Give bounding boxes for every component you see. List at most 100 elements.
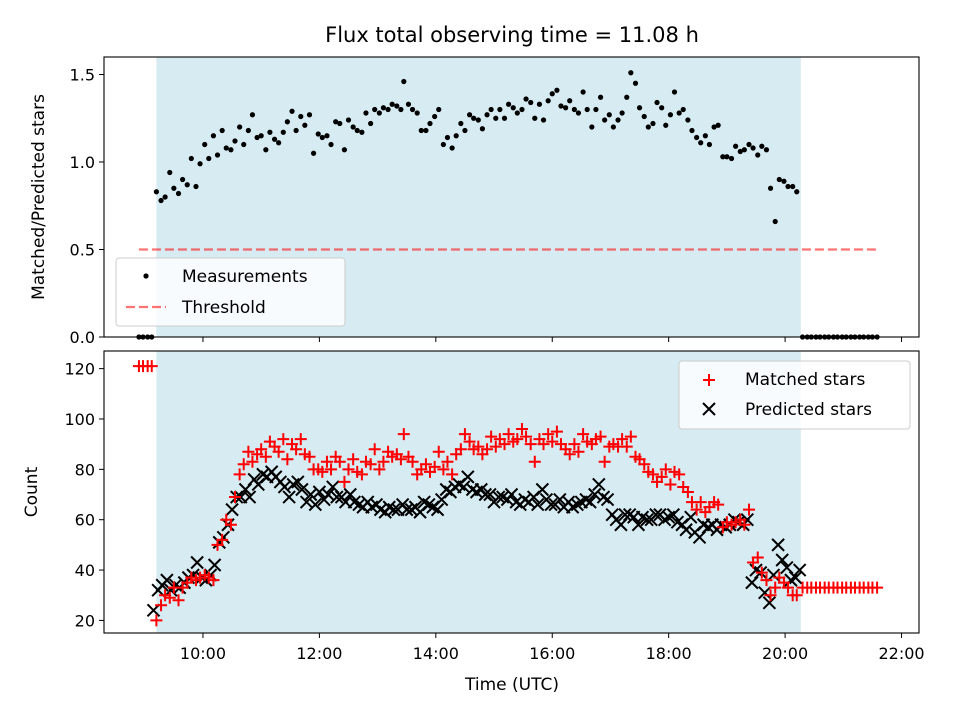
measurement-point xyxy=(372,106,378,113)
matched-star-marker xyxy=(316,465,329,478)
measurement-point xyxy=(488,106,494,113)
measurement-point xyxy=(759,143,765,149)
predicted-star-marker xyxy=(553,492,567,507)
predicted-star-marker xyxy=(792,563,807,577)
top-x-ticks xyxy=(202,337,903,342)
measurement-point xyxy=(523,96,529,102)
matched-star-marker xyxy=(233,468,246,481)
measurement-point xyxy=(694,134,700,141)
matched-star-marker xyxy=(377,455,390,468)
matched-star-marker xyxy=(542,428,555,441)
predicted-star-marker xyxy=(530,497,545,512)
measurement-point xyxy=(497,106,503,113)
measurement-point xyxy=(197,161,203,167)
legend-predicted-marker xyxy=(702,402,716,416)
matched-star-marker xyxy=(242,445,255,458)
matched-star-marker xyxy=(871,581,884,594)
measurement-point xyxy=(767,185,774,191)
matched-star-marker xyxy=(485,430,498,443)
legend-predicted-label: Predicted stars xyxy=(745,400,872,420)
measurement-point xyxy=(345,117,352,123)
measurement-point xyxy=(449,145,455,151)
top-y-tick-label: 1.0 xyxy=(70,153,95,172)
matched-star-marker xyxy=(563,448,576,461)
predicted-star-marker xyxy=(321,487,335,502)
matched-star-marker xyxy=(145,360,158,373)
measurement-point xyxy=(615,117,621,123)
matched-star-marker xyxy=(290,443,303,456)
measurement-point xyxy=(319,134,325,141)
measurement-point xyxy=(363,110,369,116)
measurement-point xyxy=(571,106,577,113)
measurement-point xyxy=(245,127,251,134)
bottom-y-axis-label: Count xyxy=(22,466,42,517)
measurement-point xyxy=(223,145,229,151)
top-y-axis-label: Matched/Predicted stars xyxy=(29,94,49,300)
matched-star-marker xyxy=(454,443,467,456)
measurement-point xyxy=(479,126,485,132)
measurement-point xyxy=(337,120,343,127)
legend-matched-label: Matched stars xyxy=(745,370,865,390)
predicted-star-marker xyxy=(225,502,239,517)
predicted-star-marker xyxy=(430,502,445,517)
matched-star-marker xyxy=(342,463,355,476)
predicted-star-marker xyxy=(160,573,174,587)
bottom-y-axis: 20 40 60 80 100 120 xyxy=(64,360,104,630)
matched-star-marker xyxy=(524,438,537,451)
measurement-point xyxy=(724,154,730,160)
measurement-point xyxy=(685,117,691,123)
matched-star-marker xyxy=(568,438,581,451)
x-tick-label: 20:00 xyxy=(762,644,808,663)
matched-star-marker xyxy=(751,551,764,564)
measurement-point xyxy=(376,110,382,116)
measurement-point xyxy=(790,183,796,190)
matched-star-marker xyxy=(694,496,707,509)
matched-star-marker xyxy=(281,453,294,466)
matched-star-marker xyxy=(172,594,185,607)
matched-star-marker xyxy=(303,450,316,463)
matched-star-marker xyxy=(769,581,782,594)
predicted-star-marker xyxy=(766,568,781,582)
measurement-point xyxy=(184,182,190,188)
predicted-star-marker xyxy=(400,502,414,517)
matched-star-marker xyxy=(150,614,163,627)
predicted-star-marker xyxy=(640,512,654,527)
measurement-point xyxy=(324,133,330,139)
matched-star-marker xyxy=(577,428,590,441)
x-tick-label: 10:00 xyxy=(180,644,226,663)
measurement-point xyxy=(680,106,686,113)
top-panel: 0.0 0.5 1.0 1.5 Matched/Predicted stars Mea… xyxy=(29,56,920,347)
predicted-star-marker xyxy=(544,497,558,512)
measurement-point xyxy=(427,120,433,127)
measurement-point xyxy=(663,122,669,128)
predicted-star-marker xyxy=(242,490,257,504)
measurement-point xyxy=(171,185,177,191)
measurement-point xyxy=(341,147,348,153)
measurement-point xyxy=(728,155,735,162)
matched-star-marker xyxy=(659,463,672,476)
matched-star-marker xyxy=(760,574,773,587)
matched-star-marker xyxy=(646,468,659,481)
matched-star-marker xyxy=(294,433,307,446)
predicted-star-marker xyxy=(186,568,200,582)
measurement-point xyxy=(471,115,477,121)
predicted-star-marker xyxy=(295,482,309,497)
measurement-point xyxy=(354,127,360,134)
measurement-point xyxy=(175,190,182,197)
measurement-point xyxy=(510,105,516,111)
matched-star-marker xyxy=(655,470,668,483)
matched-star-marker xyxy=(277,433,290,446)
matched-star-marker xyxy=(738,518,751,531)
measurement-point xyxy=(232,138,238,144)
predicted-star-marker xyxy=(207,558,222,572)
measurement-point xyxy=(462,127,468,134)
measurement-point xyxy=(785,183,791,190)
top-plot-frame xyxy=(103,56,920,338)
measurement-point xyxy=(545,98,551,104)
predicted-star-marker xyxy=(190,555,204,570)
measurement-point xyxy=(667,112,674,118)
measurement-point xyxy=(654,99,660,106)
matched-star-marker xyxy=(406,455,419,468)
predicted-star-marker xyxy=(588,487,602,502)
matched-star-marker xyxy=(463,435,476,448)
